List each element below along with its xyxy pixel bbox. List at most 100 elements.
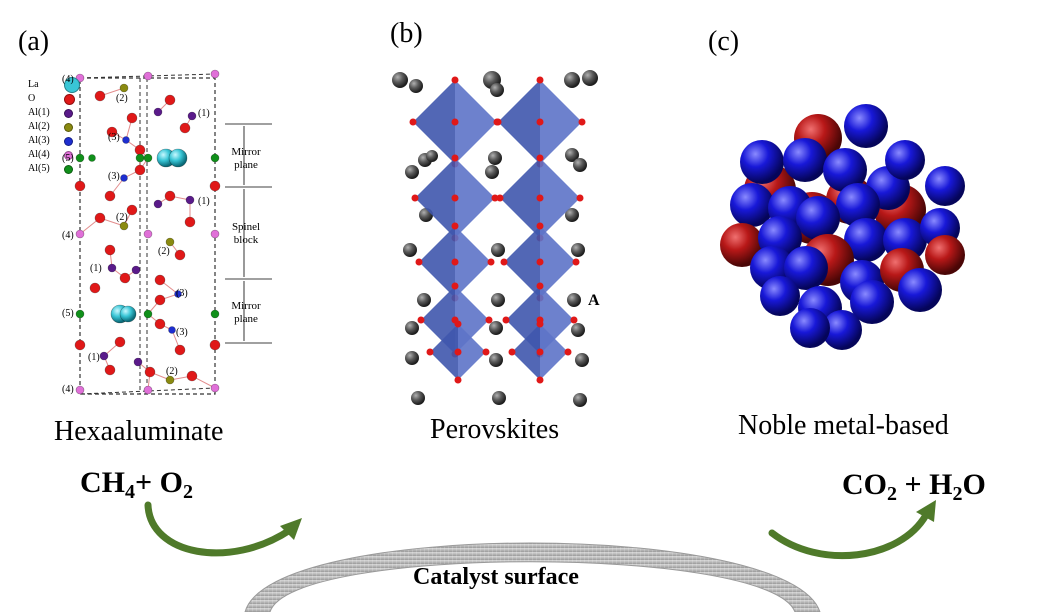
legend-entry: La <box>28 77 80 93</box>
red-metal-atom <box>925 235 965 275</box>
oxygen-atom <box>426 348 434 356</box>
a-site-atom <box>488 151 502 165</box>
oxygen-atom-icon <box>64 93 75 105</box>
reactants-formula: CH4+ O2 <box>80 466 193 503</box>
caption-perovskites: Perovskites <box>430 414 560 445</box>
atom <box>89 282 101 294</box>
atom <box>210 383 220 393</box>
atom <box>74 180 86 192</box>
legend-entry-label: Al(5) <box>28 163 50 174</box>
atom <box>114 336 126 348</box>
blue-metal-atom <box>898 268 942 312</box>
legend-entry-label: Al(3) <box>28 135 50 146</box>
site-label: (3) <box>176 327 188 338</box>
atom <box>143 153 153 163</box>
al1-atom-icon <box>64 108 73 118</box>
hexaaluminate-structure <box>74 69 272 395</box>
atom <box>119 221 129 231</box>
blue-metal-atom <box>823 148 867 192</box>
site-label: (2) <box>116 93 128 104</box>
octahedron-face <box>419 226 455 298</box>
adsorption-arrow <box>144 501 302 557</box>
al2-atom-icon <box>64 122 73 132</box>
atom <box>154 318 166 330</box>
site-label: (4) <box>62 384 74 395</box>
al3-atom-icon <box>64 136 73 146</box>
atom <box>186 370 198 382</box>
oxygen-atom <box>496 194 504 202</box>
atom <box>75 153 85 163</box>
a-site-atom <box>491 293 505 307</box>
legend-entry-label: Al(4) <box>28 149 50 160</box>
atom <box>104 190 116 202</box>
catalyst-surface-label: Catalyst surface <box>413 564 579 590</box>
atom <box>75 309 85 319</box>
legend-entry: O <box>28 92 80 106</box>
blue-metal-atom <box>783 138 827 182</box>
panel-letter-a: (a) <box>18 26 50 57</box>
oxygen-atom <box>536 258 544 266</box>
oxygen-atom <box>536 76 544 84</box>
oxygen-atom <box>485 316 493 324</box>
atom <box>174 249 186 261</box>
a-site-atom <box>426 150 438 162</box>
spinel-block-label: Spinel block <box>231 221 261 246</box>
oxygen-atom <box>454 320 462 328</box>
oxygen-atom <box>415 258 423 266</box>
atom <box>210 229 220 239</box>
atom <box>99 351 109 361</box>
oxygen-atom <box>502 316 510 324</box>
a-site-atom <box>492 391 506 405</box>
octahedron-face <box>458 324 486 380</box>
blue-metal-atom <box>885 140 925 180</box>
legend-entry: Al(5) <box>28 162 80 176</box>
oxygen-atom <box>482 348 490 356</box>
oxygen-atom <box>451 282 459 290</box>
oxygen-atom <box>500 258 508 266</box>
blue-metal-atom <box>790 308 830 348</box>
octahedron-face <box>540 324 568 380</box>
oxygen-atom <box>572 258 580 266</box>
atom <box>210 309 220 319</box>
a-site-atom <box>489 321 503 335</box>
site-label: (4) <box>62 74 74 85</box>
a-site-atom <box>489 353 503 367</box>
a-site-atom <box>405 321 419 335</box>
oxygen-atom <box>487 258 495 266</box>
atom <box>104 244 116 256</box>
site-label: (3) <box>176 288 188 299</box>
unit-cell-bottom-edge <box>79 387 216 395</box>
atom <box>165 237 175 247</box>
atom <box>143 71 153 81</box>
atom <box>209 339 221 351</box>
atom <box>131 265 141 275</box>
atom <box>154 274 166 286</box>
octahedron-face <box>430 324 458 380</box>
atom <box>104 364 116 376</box>
octahedron-face <box>500 158 540 238</box>
oxygen-atom <box>491 194 499 202</box>
site-label: (1) <box>88 352 100 363</box>
oxygen-atom <box>417 316 425 324</box>
octahedron-face <box>413 80 455 164</box>
site-label: (2) <box>158 246 170 257</box>
atom <box>133 357 143 367</box>
a-site-atom <box>417 293 431 307</box>
atom <box>164 190 176 202</box>
atom <box>119 305 137 323</box>
desorption-arrow <box>768 500 936 560</box>
atom <box>134 164 146 176</box>
a-site-atom <box>490 83 504 97</box>
site-label: (5) <box>62 308 74 319</box>
a-site-atom <box>565 208 579 222</box>
legend-entry-label: Al(1) <box>28 107 50 118</box>
oxygen-atom <box>576 194 584 202</box>
la-atom-icon <box>64 77 80 93</box>
atom <box>119 83 129 93</box>
atom <box>143 229 153 239</box>
atom <box>120 174 128 182</box>
oxygen-atom <box>409 118 417 126</box>
caption-hexaaluminate: Hexaaluminate <box>54 416 224 447</box>
caption-noble-metal: Noble metal-based <box>738 410 949 441</box>
